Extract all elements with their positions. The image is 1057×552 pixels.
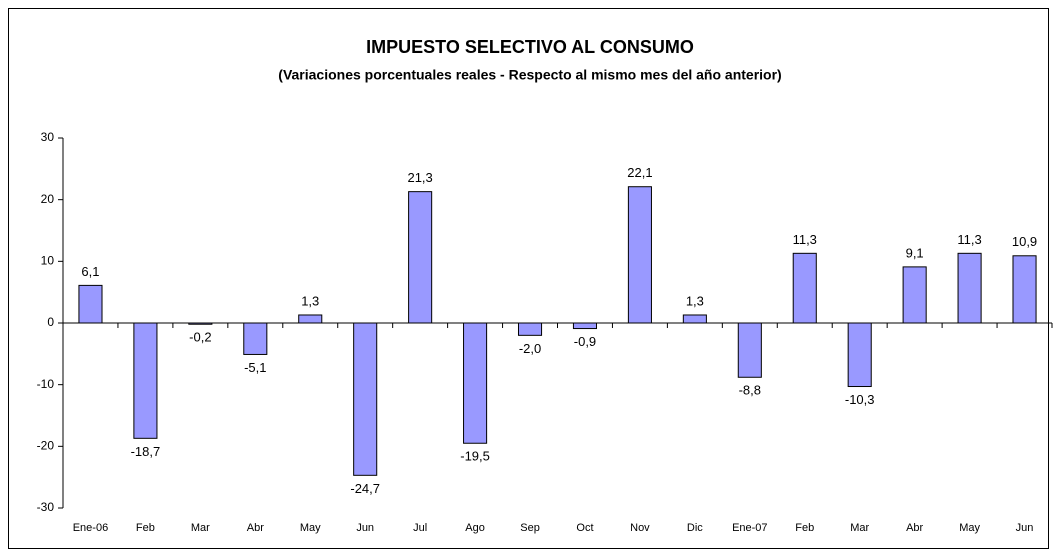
bar [78,284,103,324]
x-tick-label: May [959,522,980,534]
x-tick-label: Oct [576,522,593,534]
data-label: -2,0 [519,341,541,356]
data-label: -24,7 [350,481,380,496]
x-tick-label: Ago [465,522,485,534]
bar [1012,255,1037,324]
x-tick-label: Mar [191,522,210,534]
y-tick-label: -20 [37,439,55,453]
data-label: -5,1 [244,360,266,375]
bar [737,322,762,378]
bar [902,266,927,324]
data-label: -8,8 [739,383,761,398]
x-tick-label: Dic [687,522,703,534]
data-label: 22,1 [627,165,652,180]
chart-frame [8,8,1049,549]
bar [463,322,488,444]
bar [133,322,158,439]
bar [408,191,433,324]
y-tick-label: -30 [37,500,55,514]
y-tick-label: -10 [37,377,55,391]
y-tick-label: 0 [47,315,54,329]
x-tick-label: Jun [356,522,374,534]
x-tick-label: Feb [136,522,155,534]
data-label: 11,3 [793,232,817,247]
bar [243,322,268,355]
bar [847,322,872,388]
data-label: -0,9 [574,334,596,349]
y-tick-label: 10 [41,254,55,268]
x-tick-label: Feb [795,522,814,534]
data-label: -18,7 [131,444,161,459]
chart-subtitle: (Variaciones porcentuales reales - Respe… [278,67,781,83]
data-label: 1,3 [301,293,319,308]
y-tick-label: 30 [41,130,55,144]
chart-title: IMPUESTO SELECTIVO AL CONSUMO [366,37,694,57]
data-label: -0,2 [189,330,211,345]
bar [957,252,982,324]
bar [517,322,543,336]
x-tick-label: Mar [850,522,869,534]
bar [572,322,598,330]
data-label: 1,3 [686,293,704,308]
data-label: -10,3 [845,392,875,407]
x-tick-label: Abr [247,522,264,534]
x-tick-label: Ene-06 [73,522,108,534]
bar [627,186,652,324]
x-tick-label: Sep [520,522,540,534]
data-label: 9,1 [906,245,924,260]
x-tick-label: Ene-07 [732,522,767,534]
x-tick-label: Jul [413,522,427,534]
data-label: 21,3 [407,170,432,185]
bar [792,252,817,324]
bar [353,322,378,476]
x-tick-label: May [300,522,321,534]
data-label: 10,9 [1012,234,1037,249]
x-tick-label: Abr [906,522,923,534]
y-tick-label: 20 [41,192,55,206]
x-tick-label: Nov [630,522,650,534]
x-tick-label: Jun [1016,522,1034,534]
data-label: 11,3 [957,232,981,247]
bar [298,314,323,324]
bar [682,314,707,324]
data-label: -19,5 [460,449,490,464]
data-label: 6,1 [81,264,99,279]
